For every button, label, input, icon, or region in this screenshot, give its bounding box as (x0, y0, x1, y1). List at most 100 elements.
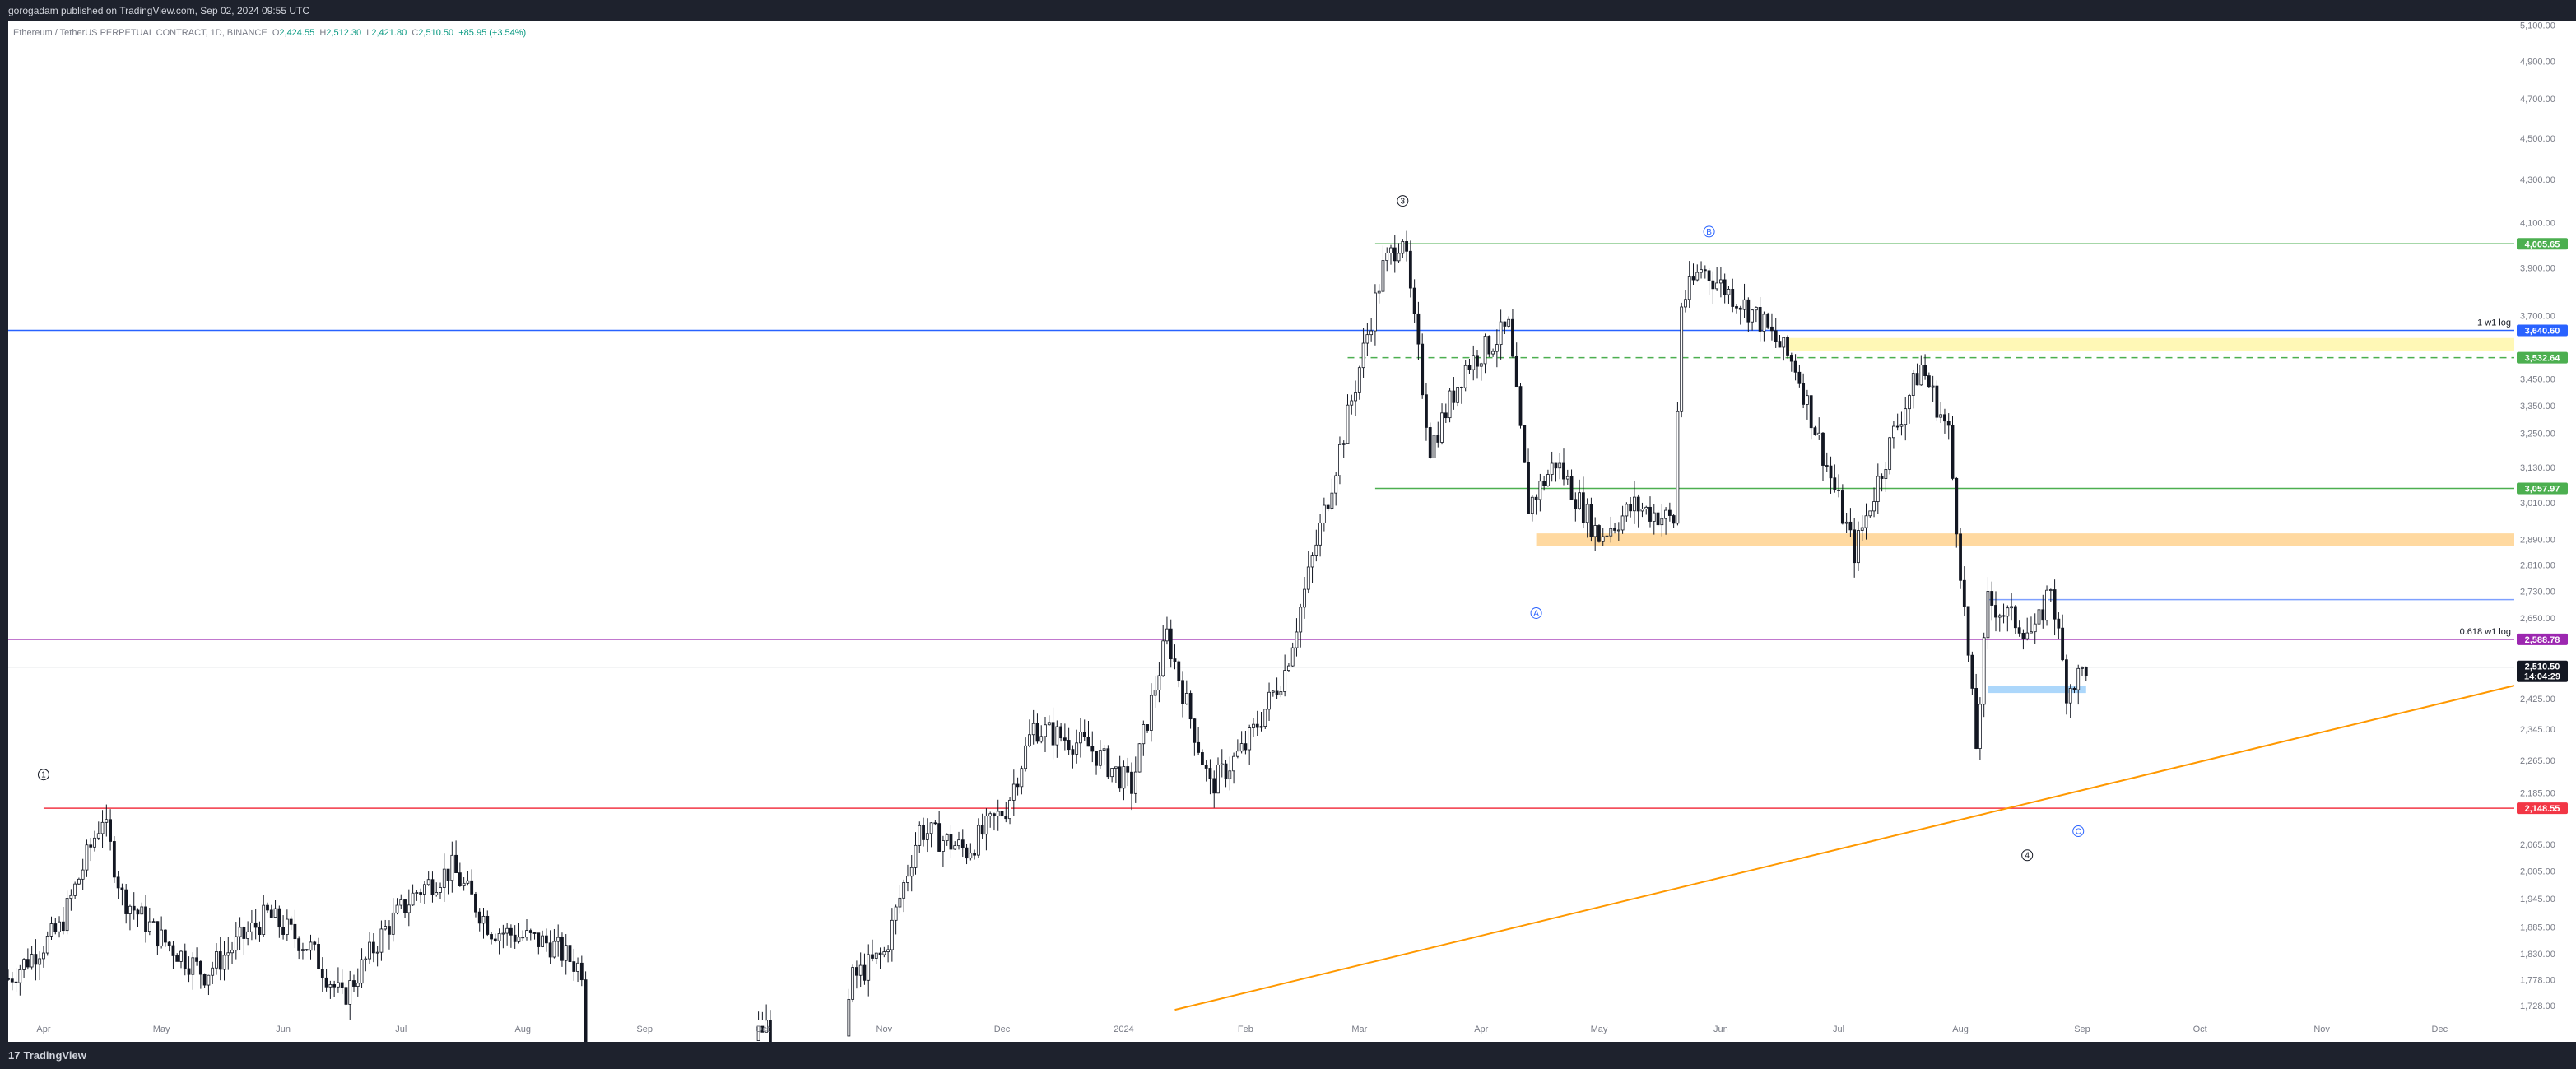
candle-body (765, 1020, 769, 1033)
publish-info: gorogadam published on TradingView.com, … (8, 5, 310, 16)
candle-body (1542, 481, 1546, 486)
candle-body (1408, 250, 1412, 289)
candle-body (266, 904, 269, 911)
y-tick-label: 2,810.00 (2520, 561, 2555, 571)
candle-body (556, 937, 560, 942)
y-tick-label: 1,778.00 (2520, 976, 2555, 986)
candle-body (1687, 276, 1691, 300)
candle-body (953, 845, 957, 850)
candle-body (2048, 589, 2053, 591)
candle-body (277, 908, 281, 928)
candle-body (517, 937, 521, 942)
candle-body (253, 922, 258, 928)
candle-body (1338, 444, 1341, 476)
candle-body (2010, 606, 2013, 609)
candle-body (1244, 743, 1248, 751)
candle-body (124, 889, 128, 914)
candle-body (2030, 631, 2033, 634)
wave-label-2: A (1533, 609, 1539, 618)
candle-body (851, 967, 855, 1000)
candle-body (1479, 363, 1483, 367)
candle-body (7, 978, 10, 980)
candle-body (1456, 387, 1460, 403)
candle-body (151, 921, 156, 923)
candle-body (2084, 667, 2088, 676)
candle-body (317, 944, 320, 969)
candle-body (1939, 414, 1943, 418)
candle-body (493, 938, 497, 941)
candle-body (1306, 566, 1310, 590)
candle-body (371, 941, 375, 954)
price-tag-label-0: 4,005.65 (2525, 239, 2560, 249)
tradingview-logo[interactable]: 17 TradingView (8, 1049, 86, 1062)
close-label: C (412, 28, 419, 38)
candle-body (1857, 530, 1860, 564)
candle-body (1126, 766, 1130, 773)
y-tick-label: 3,700.00 (2520, 312, 2555, 322)
candle-body (528, 930, 532, 933)
candle-body (195, 957, 198, 962)
candle-body (2033, 623, 2037, 633)
candle-body (878, 952, 882, 955)
candle-body (42, 952, 45, 960)
low-value: 2,421.80 (371, 28, 407, 38)
candle-body (1844, 521, 1848, 524)
x-tick-label: Jun (1713, 1025, 1728, 1034)
candle-body (1597, 525, 1601, 542)
candle-body (1393, 247, 1397, 262)
candle-body (1735, 306, 1738, 309)
candle-body (1377, 290, 1381, 294)
candle-body (1365, 334, 1369, 344)
candle-body (1322, 504, 1326, 523)
candle-body (167, 941, 171, 946)
price-tag-label-3: 3,057.97 (2525, 485, 2560, 495)
candle-body (384, 926, 388, 930)
candle-body (470, 880, 474, 895)
candle-body (1633, 496, 1636, 512)
candle-body (481, 915, 486, 924)
candle-body (458, 872, 462, 886)
candle-body (1016, 783, 1020, 788)
chart-area[interactable] (8, 21, 2576, 1042)
candle-body (1997, 615, 2002, 618)
candle-body (1888, 437, 1892, 470)
zone-2 (1988, 686, 2086, 694)
candle-body (867, 954, 871, 981)
candle-body (1523, 425, 1527, 463)
y-tick-label: 4,300.00 (2520, 175, 2555, 185)
candle-body (53, 923, 58, 932)
candle-body (1821, 432, 1825, 466)
candle-body (1341, 443, 1346, 445)
candle-body (1428, 427, 1432, 458)
candle-body (1146, 724, 1149, 731)
candle-body (364, 958, 368, 960)
low-label: L (366, 28, 372, 38)
candle-body (140, 906, 144, 915)
candle-body (1318, 522, 1322, 546)
candle-body (391, 912, 395, 935)
candle-body (572, 961, 576, 972)
price-tag-4 (2517, 633, 2568, 645)
candle-body (1904, 408, 1908, 425)
candle-body (301, 949, 305, 951)
candle-body (1472, 355, 1476, 370)
candle-body (2068, 688, 2072, 704)
candle-body (1676, 411, 1680, 524)
candle-body (1095, 751, 1098, 766)
candle-body (215, 951, 218, 969)
candle-body (411, 892, 415, 906)
price-tag-1 (2517, 324, 2568, 337)
candle-body (1059, 726, 1062, 739)
candle-body (2076, 667, 2081, 690)
candle-body (1444, 412, 1448, 419)
candle-body (1279, 691, 1283, 695)
candle-body (289, 918, 293, 925)
candle-body (2037, 609, 2041, 625)
candle-body (949, 834, 953, 850)
x-tick-label: Apr (36, 1025, 50, 1034)
candle-body (38, 958, 42, 965)
x-tick-label: Sep (2074, 1025, 2090, 1034)
candle-body (1165, 628, 1169, 642)
candle-body (1290, 647, 1295, 667)
